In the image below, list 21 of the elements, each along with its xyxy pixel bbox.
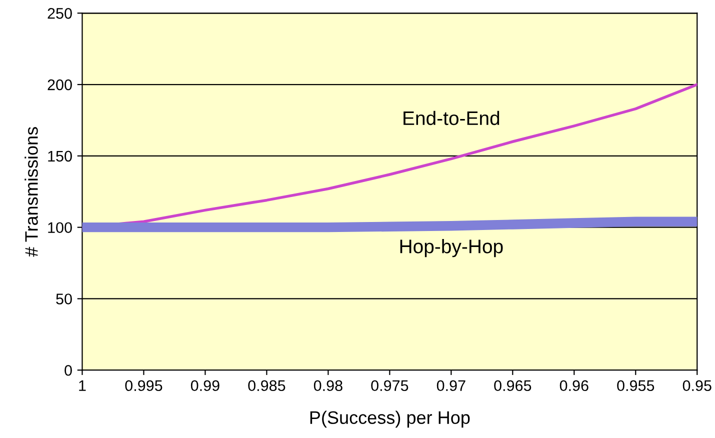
- x-tick-label: 0.965: [494, 380, 532, 392]
- x-tick-label: 0.97: [436, 380, 466, 392]
- x-tick-label: 0.96: [560, 380, 588, 392]
- y-axis-title: # Transmissions: [24, 127, 38, 257]
- x-axis-title: P(Success) per Hop: [310, 410, 470, 428]
- x-tick-label: 0.99: [190, 380, 220, 392]
- x-tick-label: 0.955: [617, 380, 654, 392]
- x-tick-label: 1: [79, 380, 86, 391]
- x-tick-label: 0.995: [125, 380, 162, 392]
- y-tick-label: 0: [64, 364, 72, 376]
- series-label: End-to-End: [404, 110, 500, 126]
- x-tick-label: 0.975: [371, 380, 408, 392]
- series-label: Hop-by-Hop: [400, 239, 503, 258]
- y-tick-label: 250: [48, 8, 72, 19]
- y-tick-label: 100: [48, 222, 72, 234]
- x-tick-label: 0.95: [682, 380, 712, 392]
- x-tick-label: 0.985: [248, 380, 286, 392]
- y-tick-label: 200: [48, 79, 72, 90]
- x-tick-label: 0.98: [314, 380, 342, 392]
- y-tick-label: 150: [48, 150, 72, 162]
- y-tick-label: 50: [56, 294, 72, 304]
